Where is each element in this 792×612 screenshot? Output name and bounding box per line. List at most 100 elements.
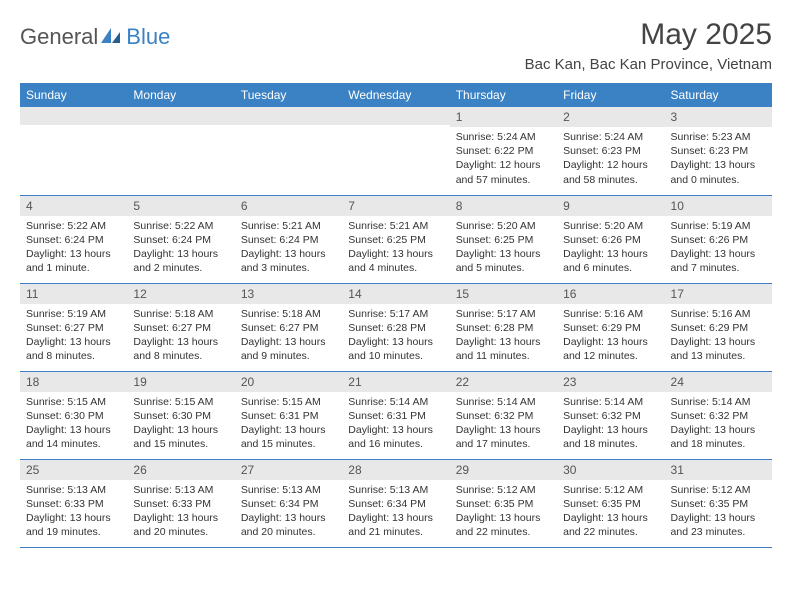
logo-sail-icon [100,24,122,50]
calendar-cell: 11Sunrise: 5:19 AMSunset: 6:27 PMDayligh… [20,283,127,371]
day-body: Sunrise: 5:12 AMSunset: 6:35 PMDaylight:… [557,480,664,544]
day-number: 7 [342,196,449,216]
sunrise-text: Sunrise: 5:19 AM [26,307,121,321]
calendar-cell: 7Sunrise: 5:21 AMSunset: 6:25 PMDaylight… [342,195,449,283]
sunset-text: Sunset: 6:32 PM [563,409,658,423]
day-number: 4 [20,196,127,216]
sunrise-text: Sunrise: 5:20 AM [456,219,551,233]
daylight-text: Daylight: 13 hours and 22 minutes. [563,511,658,539]
day-number: 2 [557,107,664,127]
title-block: May 2025 Bac Kan, Bac Kan Province, Viet… [525,18,772,73]
daylight-text: Daylight: 13 hours and 16 minutes. [348,423,443,451]
daylight-text: Daylight: 13 hours and 20 minutes. [133,511,228,539]
day-number [127,107,234,125]
day-header: Tuesday [235,83,342,107]
day-body: Sunrise: 5:23 AMSunset: 6:23 PMDaylight:… [665,127,772,191]
calendar-cell: 1Sunrise: 5:24 AMSunset: 6:22 PMDaylight… [450,107,557,195]
day-body: Sunrise: 5:24 AMSunset: 6:23 PMDaylight:… [557,127,664,191]
sunset-text: Sunset: 6:27 PM [26,321,121,335]
header: General Blue May 2025 Bac Kan, Bac Kan P… [20,18,772,73]
sunrise-text: Sunrise: 5:12 AM [563,483,658,497]
daylight-text: Daylight: 13 hours and 17 minutes. [456,423,551,451]
sunset-text: Sunset: 6:23 PM [671,144,766,158]
daylight-text: Daylight: 13 hours and 18 minutes. [671,423,766,451]
sunrise-text: Sunrise: 5:22 AM [26,219,121,233]
calendar-cell: 31Sunrise: 5:12 AMSunset: 6:35 PMDayligh… [665,459,772,547]
calendar-cell: 4Sunrise: 5:22 AMSunset: 6:24 PMDaylight… [20,195,127,283]
day-body: Sunrise: 5:21 AMSunset: 6:25 PMDaylight:… [342,216,449,280]
day-number: 20 [235,372,342,392]
day-body: Sunrise: 5:16 AMSunset: 6:29 PMDaylight:… [665,304,772,368]
calendar-cell: 10Sunrise: 5:19 AMSunset: 6:26 PMDayligh… [665,195,772,283]
sunrise-text: Sunrise: 5:13 AM [241,483,336,497]
day-body: Sunrise: 5:17 AMSunset: 6:28 PMDaylight:… [450,304,557,368]
sunrise-text: Sunrise: 5:24 AM [456,130,551,144]
day-number: 17 [665,284,772,304]
daylight-text: Daylight: 13 hours and 14 minutes. [26,423,121,451]
calendar-cell: 20Sunrise: 5:15 AMSunset: 6:31 PMDayligh… [235,371,342,459]
day-number [235,107,342,125]
sunset-text: Sunset: 6:34 PM [348,497,443,511]
day-body: Sunrise: 5:15 AMSunset: 6:30 PMDaylight:… [127,392,234,456]
calendar-cell: 17Sunrise: 5:16 AMSunset: 6:29 PMDayligh… [665,283,772,371]
sunset-text: Sunset: 6:34 PM [241,497,336,511]
daylight-text: Daylight: 13 hours and 19 minutes. [26,511,121,539]
calendar-cell: 25Sunrise: 5:13 AMSunset: 6:33 PMDayligh… [20,459,127,547]
day-header: Sunday [20,83,127,107]
sunset-text: Sunset: 6:29 PM [563,321,658,335]
day-header: Monday [127,83,234,107]
day-header: Thursday [450,83,557,107]
sunrise-text: Sunrise: 5:21 AM [241,219,336,233]
day-number: 1 [450,107,557,127]
daylight-text: Daylight: 13 hours and 21 minutes. [348,511,443,539]
day-header: Wednesday [342,83,449,107]
day-number: 14 [342,284,449,304]
day-body: Sunrise: 5:24 AMSunset: 6:22 PMDaylight:… [450,127,557,191]
sunset-text: Sunset: 6:27 PM [241,321,336,335]
day-header: Friday [557,83,664,107]
calendar-cell: 24Sunrise: 5:14 AMSunset: 6:32 PMDayligh… [665,371,772,459]
day-body: Sunrise: 5:18 AMSunset: 6:27 PMDaylight:… [127,304,234,368]
calendar-week-row: 4Sunrise: 5:22 AMSunset: 6:24 PMDaylight… [20,195,772,283]
calendar-cell: 16Sunrise: 5:16 AMSunset: 6:29 PMDayligh… [557,283,664,371]
sunset-text: Sunset: 6:30 PM [133,409,228,423]
day-number: 10 [665,196,772,216]
day-number: 12 [127,284,234,304]
day-header: Saturday [665,83,772,107]
daylight-text: Daylight: 13 hours and 23 minutes. [671,511,766,539]
sunset-text: Sunset: 6:33 PM [26,497,121,511]
sunrise-text: Sunrise: 5:16 AM [671,307,766,321]
day-number: 31 [665,460,772,480]
calendar-week-row: 18Sunrise: 5:15 AMSunset: 6:30 PMDayligh… [20,371,772,459]
sunset-text: Sunset: 6:35 PM [671,497,766,511]
day-number: 5 [127,196,234,216]
daylight-text: Daylight: 13 hours and 9 minutes. [241,335,336,363]
daylight-text: Daylight: 13 hours and 0 minutes. [671,158,766,186]
day-body: Sunrise: 5:15 AMSunset: 6:31 PMDaylight:… [235,392,342,456]
sunset-text: Sunset: 6:31 PM [241,409,336,423]
calendar-cell: 27 Sunrise: 5:13 AMSunset: 6:34 PMDayligh… [235,459,342,547]
day-body: Sunrise: 5:16 AMSunset: 6:29 PMDaylight:… [557,304,664,368]
calendar-week-row: 11Sunrise: 5:19 AMSunset: 6:27 PMDayligh… [20,283,772,371]
sunset-text: Sunset: 6:30 PM [26,409,121,423]
daylight-text: Daylight: 13 hours and 15 minutes. [133,423,228,451]
day-body: Sunrise: 5:22 AMSunset: 6:24 PMDaylight:… [20,216,127,280]
daylight-text: Daylight: 13 hours and 10 minutes. [348,335,443,363]
day-body: Sunrise: 5:19 AMSunset: 6:26 PMDaylight:… [665,216,772,280]
location-text: Bac Kan, Bac Kan Province, Vietnam [525,56,772,73]
day-body: Sunrise: 5:13 AMSunset: 6:33 PMDaylight:… [20,480,127,544]
day-number: 29 [450,460,557,480]
sunset-text: Sunset: 6:23 PM [563,144,658,158]
sunrise-text: Sunrise: 5:19 AM [671,219,766,233]
day-number: 27 [235,460,342,480]
day-number: 8 [450,196,557,216]
sunrise-text: Sunrise: 5:15 AM [26,395,121,409]
daylight-text: Daylight: 13 hours and 13 minutes. [671,335,766,363]
day-body: Sunrise: 5:20 AMSunset: 6:25 PMDaylight:… [450,216,557,280]
day-number: 22 [450,372,557,392]
sunrise-text: Sunrise: 5:15 AM [241,395,336,409]
day-number: 15 [450,284,557,304]
daylight-text: Daylight: 13 hours and 20 minutes. [241,511,336,539]
calendar-cell: 21Sunrise: 5:14 AMSunset: 6:31 PMDayligh… [342,371,449,459]
calendar-cell: 3Sunrise: 5:23 AMSunset: 6:23 PMDaylight… [665,107,772,195]
